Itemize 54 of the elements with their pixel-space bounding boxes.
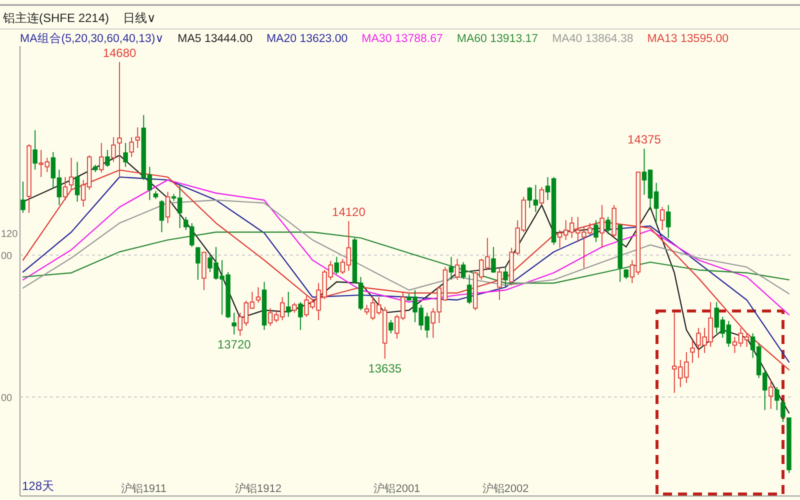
candlestick	[460, 262, 466, 280]
candlestick	[774, 386, 780, 411]
candlestick	[624, 268, 629, 280]
candlestick	[503, 266, 508, 288]
candlestick	[292, 302, 297, 314]
candlestick	[388, 320, 394, 334]
annotation: 13720	[217, 337, 252, 352]
candlestick	[334, 256, 340, 275]
candlestick	[539, 186, 544, 206]
chart-title: 铝主连(SHFE 2214)	[2, 11, 110, 25]
candlestick	[448, 256, 454, 280]
candlestick	[491, 246, 496, 274]
candlestick	[768, 379, 774, 410]
candlestick	[105, 149, 110, 168]
candlestick	[466, 274, 472, 305]
candlestick	[780, 400, 786, 423]
x-tick-label: 沪铝2001	[374, 482, 420, 495]
text: 120	[1, 229, 18, 240]
candlestick	[232, 312, 236, 335]
candlestick	[660, 206, 665, 231]
candlestick	[666, 204, 671, 238]
annotation: 13635	[368, 362, 402, 376]
candlestick	[159, 200, 164, 233]
legend: MA组合(5,20,30,60,40,13)∨ MA5 13444.00 MA20 13623.00 MA30 13788.67 MA60 13913.17 MA40 13864.38 MA13 13595.00	[20, 33, 728, 45]
text: 00	[1, 251, 13, 262]
candlestick	[497, 267, 502, 300]
candlestick	[99, 142, 104, 174]
candlestick	[32, 130, 38, 170]
annotation: 14375	[628, 132, 662, 147]
x-tick-label: 沪铝2002	[482, 482, 529, 495]
candlestick	[129, 136, 134, 158]
candlestick	[135, 126, 140, 148]
candlestick	[111, 136, 116, 162]
candlestick	[20, 181, 26, 214]
candlestick	[286, 291, 291, 318]
chart-subtitle: 日线∨	[123, 11, 156, 25]
candlestick	[165, 191, 170, 224]
candlestick	[594, 220, 598, 243]
annotation: 14120	[332, 205, 366, 220]
annotation: 14680	[102, 46, 137, 60]
x-tick-label: 沪铝1912	[234, 482, 282, 495]
candlestick	[123, 142, 128, 168]
text: 128天	[22, 479, 54, 493]
candlestick	[196, 246, 200, 280]
candlestick	[256, 286, 261, 304]
candlestick	[298, 302, 303, 330]
candlestick	[74, 161, 80, 202]
text: 00	[1, 392, 13, 404]
candlestick	[454, 258, 460, 280]
candlestick	[690, 340, 695, 364]
candlestick	[606, 216, 610, 235]
candlestick	[600, 204, 604, 248]
x-tick-label: 沪铝1911	[120, 482, 166, 495]
candlestick	[62, 176, 68, 201]
